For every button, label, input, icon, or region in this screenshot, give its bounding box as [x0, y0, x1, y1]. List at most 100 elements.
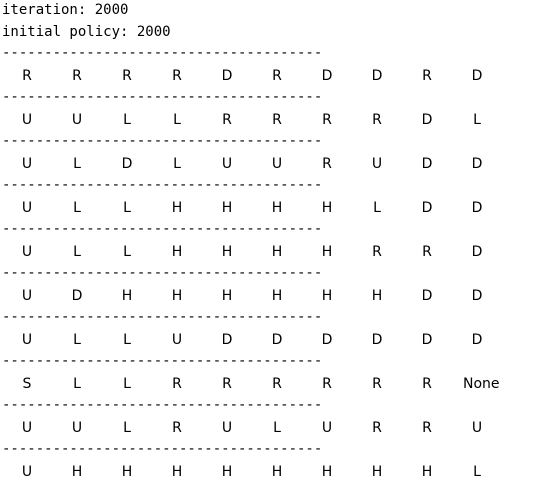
grid-cell: H: [321, 288, 333, 304]
grid-cell: U: [71, 112, 83, 128]
grid-cell: H: [121, 288, 133, 304]
grid-cell: U: [21, 288, 33, 304]
grid-cell: U: [171, 332, 183, 348]
grid-cell: L: [123, 332, 131, 348]
grid-cell: U: [271, 156, 283, 172]
grid-cell: H: [271, 244, 283, 260]
grid-cell: L: [73, 156, 81, 172]
grid-cell: R: [222, 376, 232, 392]
grid-cell: R: [272, 68, 282, 84]
grid-cell: H: [121, 464, 133, 480]
grid-cell: U: [21, 420, 33, 436]
grid-cell: R: [172, 376, 182, 392]
grid-cell: L: [173, 156, 181, 172]
grid-cell: D: [321, 68, 333, 84]
grid-cell: D: [421, 200, 433, 216]
grid-cell: H: [321, 200, 333, 216]
grid-cell: R: [322, 112, 332, 128]
grid-cell: U: [71, 420, 83, 436]
grid-cell: H: [171, 200, 183, 216]
grid-cell: H: [221, 464, 233, 480]
grid-cell: D: [271, 332, 283, 348]
grid-cell: H: [271, 200, 283, 216]
grid-cell: D: [371, 332, 383, 348]
grid-cell: D: [471, 68, 483, 84]
grid-cell: L: [173, 112, 181, 128]
grid-cell: U: [321, 420, 333, 436]
grid-cell: D: [471, 200, 483, 216]
grid-cell: D: [421, 112, 433, 128]
grid-cell: R: [372, 112, 382, 128]
grid-cell: H: [271, 464, 283, 480]
grid-cell: H: [371, 288, 383, 304]
grid-cell: R: [422, 244, 432, 260]
grid-cell: L: [123, 420, 131, 436]
grid-cell: R: [22, 68, 32, 84]
grid-cell: H: [321, 244, 333, 260]
grid-cell: H: [171, 288, 183, 304]
grid-cell: D: [371, 68, 383, 84]
grid-cell: U: [21, 244, 33, 260]
grid-cell: L: [373, 200, 381, 216]
grid-cell: D: [321, 332, 333, 348]
grid-cell: D: [471, 244, 483, 260]
grid-cell: H: [321, 464, 333, 480]
grid-cell: H: [171, 464, 183, 480]
grid-cell: U: [471, 420, 483, 436]
grid-cell: R: [422, 376, 432, 392]
grid-cell: U: [21, 332, 33, 348]
grid-cell: L: [473, 112, 481, 128]
grid-cell: H: [171, 244, 183, 260]
grid-cell: R: [172, 68, 182, 84]
grid-cell: R: [372, 244, 382, 260]
grid-row: S L L R R R R R R None: [0, 374, 535, 394]
grid-cell: D: [221, 332, 233, 348]
grid-cell: L: [73, 244, 81, 260]
grid-cell: L: [473, 464, 481, 480]
grid-cell: R: [272, 376, 282, 392]
grid-cell: U: [371, 156, 383, 172]
grid-cell: R: [322, 376, 332, 392]
grid-cell: L: [123, 200, 131, 216]
grid-cell: H: [71, 464, 83, 480]
grid-cell: D: [71, 288, 83, 304]
grid-cell: H: [221, 244, 233, 260]
grid-cell: U: [221, 420, 233, 436]
grid-cell: R: [272, 112, 282, 128]
grid-cell: L: [73, 332, 81, 348]
grid-cell: D: [121, 156, 133, 172]
row-divider: --------------------------------------: [2, 45, 323, 61]
grid-cell: L: [123, 112, 131, 128]
grid-cell: R: [322, 156, 332, 172]
grid-cell: L: [73, 200, 81, 216]
row-divider: --------------------------------------: [2, 265, 323, 281]
row-divider: --------------------------------------: [2, 397, 323, 413]
grid-cell: U: [21, 464, 33, 480]
grid-cell: R: [422, 420, 432, 436]
grid-cell: D: [471, 288, 483, 304]
grid-cell: H: [371, 464, 383, 480]
grid-cell: D: [221, 68, 233, 84]
grid-cell: H: [421, 464, 433, 480]
grid-cell: D: [471, 156, 483, 172]
row-divider: --------------------------------------: [2, 309, 323, 325]
grid-cell: L: [123, 376, 131, 392]
row-divider: --------------------------------------: [2, 221, 323, 237]
grid-cell: D: [421, 332, 433, 348]
grid-cell: U: [21, 156, 33, 172]
grid-cell: D: [471, 332, 483, 348]
row-divider: --------------------------------------: [2, 89, 323, 105]
initial-policy-line: initial policy: 2000: [2, 24, 171, 40]
grid-cell: R: [72, 68, 82, 84]
grid-cell: R: [372, 376, 382, 392]
grid-cell: H: [221, 288, 233, 304]
row-divider: --------------------------------------: [2, 353, 323, 369]
grid-cell: R: [122, 68, 132, 84]
grid-cell: R: [372, 420, 382, 436]
